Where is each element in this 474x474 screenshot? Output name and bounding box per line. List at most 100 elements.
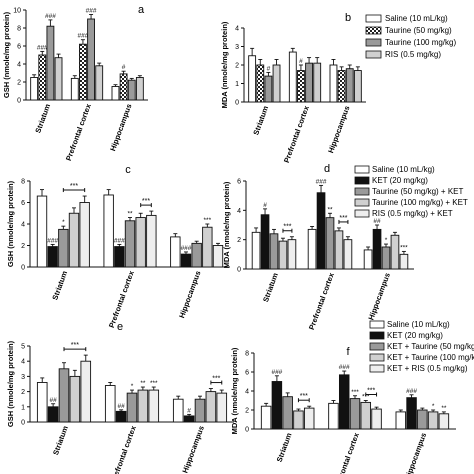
- legend-label: KET (20 mg/kg): [372, 176, 428, 185]
- bar: [58, 368, 70, 423]
- bar: [194, 398, 206, 423]
- significance-mark: **: [327, 206, 333, 213]
- category-label: Prefrontal cortex: [282, 104, 311, 164]
- y-tick-label: 0: [245, 427, 249, 434]
- y-tick-label: 0: [235, 100, 239, 107]
- y-tick-label: 0: [21, 265, 25, 272]
- legend-label: RIS (0.5 mg/kg): [385, 50, 441, 59]
- legend-label: Taurine (50 mg/kg) + KET: [372, 187, 463, 196]
- y-tick-label: 2: [245, 408, 249, 415]
- bar: [260, 405, 272, 430]
- bar: [256, 64, 265, 103]
- bar: [135, 77, 144, 101]
- y-tick-label: 2: [17, 80, 21, 87]
- y-tick-label: 6: [17, 44, 21, 51]
- bar: [248, 55, 257, 103]
- significance-mark: **: [140, 380, 146, 387]
- bar: [191, 242, 202, 268]
- bar: [269, 233, 279, 270]
- bar: [293, 410, 304, 430]
- bar: [343, 239, 353, 270]
- significance-mark: ***: [204, 217, 212, 224]
- bar: [316, 192, 326, 270]
- bar: [87, 18, 95, 101]
- bar: [46, 25, 55, 101]
- legend-label: Taurine (100 mg/kg) + KET: [372, 198, 468, 207]
- bar: [111, 86, 120, 101]
- legend-swatch: [354, 209, 370, 218]
- y-tick-label: 1: [235, 81, 239, 88]
- bar: [278, 240, 288, 270]
- bar: [148, 389, 160, 423]
- bar: [115, 410, 127, 423]
- significance-mark: **: [127, 211, 133, 218]
- significance-bracket-label: ***: [212, 376, 220, 383]
- significance-bracket-label: ***: [70, 183, 78, 190]
- panel-label-e: e: [117, 321, 123, 333]
- bar: [38, 54, 47, 101]
- significance-mark: ###: [316, 178, 327, 185]
- bar: [68, 212, 80, 268]
- y-tick-label: 6: [21, 200, 25, 207]
- bar: [337, 70, 346, 103]
- y-tick-label: 4: [235, 26, 239, 33]
- significance-mark: ***: [351, 389, 359, 396]
- bar: [272, 64, 281, 103]
- category-label: Striatum: [51, 424, 70, 456]
- panel-label-d: d: [324, 163, 330, 175]
- bar: [328, 402, 339, 430]
- y-tick-label: 0: [17, 98, 21, 105]
- significance-mark: ***: [150, 380, 158, 387]
- significance-mark: #: [263, 202, 267, 209]
- legend-swatch: [369, 364, 385, 373]
- significance-mark: ###: [114, 237, 125, 244]
- significance-mark: #: [187, 407, 191, 414]
- y-tick-label: 10: [13, 8, 21, 15]
- significance-mark: ###: [86, 8, 97, 15]
- y-tick-label: 4: [245, 389, 249, 396]
- y-tick-label: 2: [21, 389, 25, 396]
- bar: [170, 236, 181, 268]
- y-tick-label: 2: [237, 237, 241, 244]
- legend-panel-f: Saline (10 mL/kg) KET (20 mg/kg) KET + T…: [369, 320, 474, 373]
- bar: [438, 413, 450, 430]
- bar: [349, 398, 361, 430]
- legend-label: KET (20 mg/kg): [387, 331, 443, 340]
- category-label: Striatum: [261, 271, 280, 303]
- legend-swatch: [354, 187, 370, 196]
- y-tick-label: 8: [17, 26, 21, 33]
- y-tick-label: 2: [235, 63, 239, 70]
- legend-swatch: [369, 331, 385, 340]
- significance-mark: ###: [339, 364, 350, 371]
- y-tick-label: 4: [237, 208, 241, 215]
- panel-label-a: a: [138, 4, 145, 16]
- bar: [313, 62, 322, 103]
- bar: [137, 389, 149, 423]
- significance-mark: ##: [118, 403, 126, 410]
- bar: [69, 375, 81, 423]
- significance-bracket-label: ***: [300, 393, 308, 400]
- bar: [395, 411, 407, 430]
- bar: [282, 396, 293, 430]
- bar: [146, 214, 157, 268]
- bar: [126, 392, 138, 423]
- significance-mark: ###: [45, 13, 56, 20]
- bar: [36, 195, 48, 268]
- y-tick-label: 6: [237, 179, 241, 186]
- legend-swatch: [354, 176, 370, 185]
- bar: [205, 391, 217, 423]
- bar: [47, 406, 59, 423]
- chart-panel-c: 0 2 4 6 8 GSH (nmole/mg protein) ### * Striatum #…: [6, 179, 230, 329]
- category-label: Prefrontal cortex: [332, 431, 361, 474]
- bar: [103, 194, 114, 268]
- significance-mark: ***: [400, 244, 408, 251]
- legend-label: Taurine (50 mg/kg): [385, 26, 452, 35]
- panel-label-c: c: [125, 164, 131, 176]
- y-tick-label: 4: [21, 359, 25, 366]
- bar: [47, 246, 58, 268]
- y-tick-label: 8: [21, 179, 25, 186]
- significance-mark: ###: [37, 44, 48, 51]
- bar: [338, 374, 350, 430]
